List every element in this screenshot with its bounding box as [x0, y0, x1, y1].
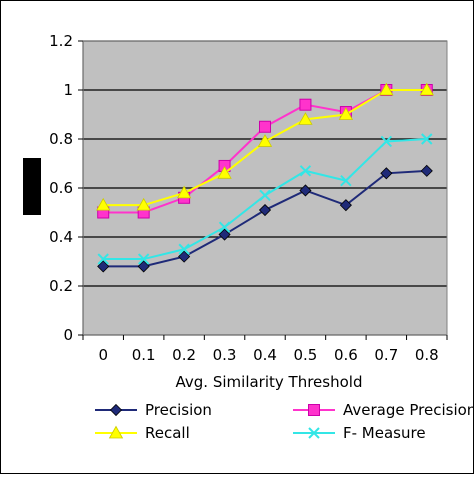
data-point — [137, 260, 150, 273]
data-point — [257, 134, 273, 147]
data-point — [178, 243, 190, 255]
legend: Precision Average Precision Recall F- Measu… — [95, 401, 474, 442]
legend-label: Recall — [145, 424, 190, 442]
legend-marker — [109, 403, 123, 417]
x-tick-label: 0 — [98, 346, 108, 364]
y-tick-labels: 0 0.2 0.4 0.6 0.8 1 1.2 — [49, 32, 83, 344]
legend-item: Recall — [95, 424, 190, 442]
x-tick-label: 0.5 — [294, 346, 318, 364]
data-point — [298, 112, 313, 125]
data-point — [299, 165, 312, 177]
data-point — [97, 260, 110, 273]
y-tick-label: 0.4 — [49, 228, 73, 246]
x-tick-label: 0.6 — [334, 346, 358, 364]
data-point — [299, 98, 312, 111]
x-tick-label: 0.2 — [172, 346, 196, 364]
series-f-measure — [97, 133, 433, 265]
y-tick-label: 0.8 — [49, 130, 73, 148]
y-axis-label-block — [23, 158, 41, 215]
data-point — [339, 199, 352, 212]
legend-marker — [308, 427, 320, 439]
data-point — [259, 120, 271, 133]
y-tick-label: 0.6 — [49, 179, 73, 197]
x-tick-label: 0.8 — [415, 346, 439, 364]
legend-item: F- Measure — [293, 424, 426, 442]
x-tick-labels: 0 0.1 0.2 0.3 0.4 0.5 0.6 0.7 0.8 — [82, 335, 448, 364]
data-point — [338, 107, 354, 120]
data-point — [380, 135, 393, 148]
data-point — [420, 164, 433, 177]
y-tick-label: 1 — [63, 81, 73, 99]
data-point — [136, 197, 151, 211]
data-point — [97, 253, 109, 265]
legend-item: Precision — [95, 401, 212, 419]
x-tick-label: 0.3 — [213, 346, 237, 364]
legend-marker — [308, 404, 320, 416]
legend-label: Average Precision — [343, 401, 474, 419]
data-point — [176, 185, 192, 199]
x-tick-label: 0.1 — [132, 346, 156, 364]
legend-label: F- Measure — [343, 424, 426, 442]
y-tick-label: 1.2 — [49, 32, 73, 50]
data-point — [340, 174, 352, 187]
legend-label: Precision — [145, 401, 212, 419]
data-point — [421, 133, 433, 145]
series-precision — [97, 164, 433, 273]
x-axis-title: Avg. Similarity Threshold — [176, 373, 363, 391]
legend-marker — [108, 425, 124, 439]
data-point — [299, 184, 312, 197]
y-tick-label: 0 — [63, 326, 73, 344]
data-point — [218, 221, 231, 233]
data-point — [217, 165, 232, 179]
legend-item: Average Precision — [293, 401, 474, 419]
data-point — [379, 82, 394, 96]
data-point — [258, 203, 272, 217]
data-point — [218, 228, 231, 241]
x-tick-label: 0.7 — [374, 346, 398, 364]
data-point — [380, 167, 393, 180]
data-point — [96, 197, 111, 211]
data-point — [259, 189, 271, 202]
y-tick-label: 0.2 — [49, 277, 73, 295]
data-point — [137, 253, 150, 265]
data-point — [419, 82, 434, 96]
data-point — [178, 250, 191, 263]
series-group — [96, 82, 434, 273]
series-recall — [96, 82, 434, 211]
x-tick-label: 0.4 — [253, 346, 277, 364]
